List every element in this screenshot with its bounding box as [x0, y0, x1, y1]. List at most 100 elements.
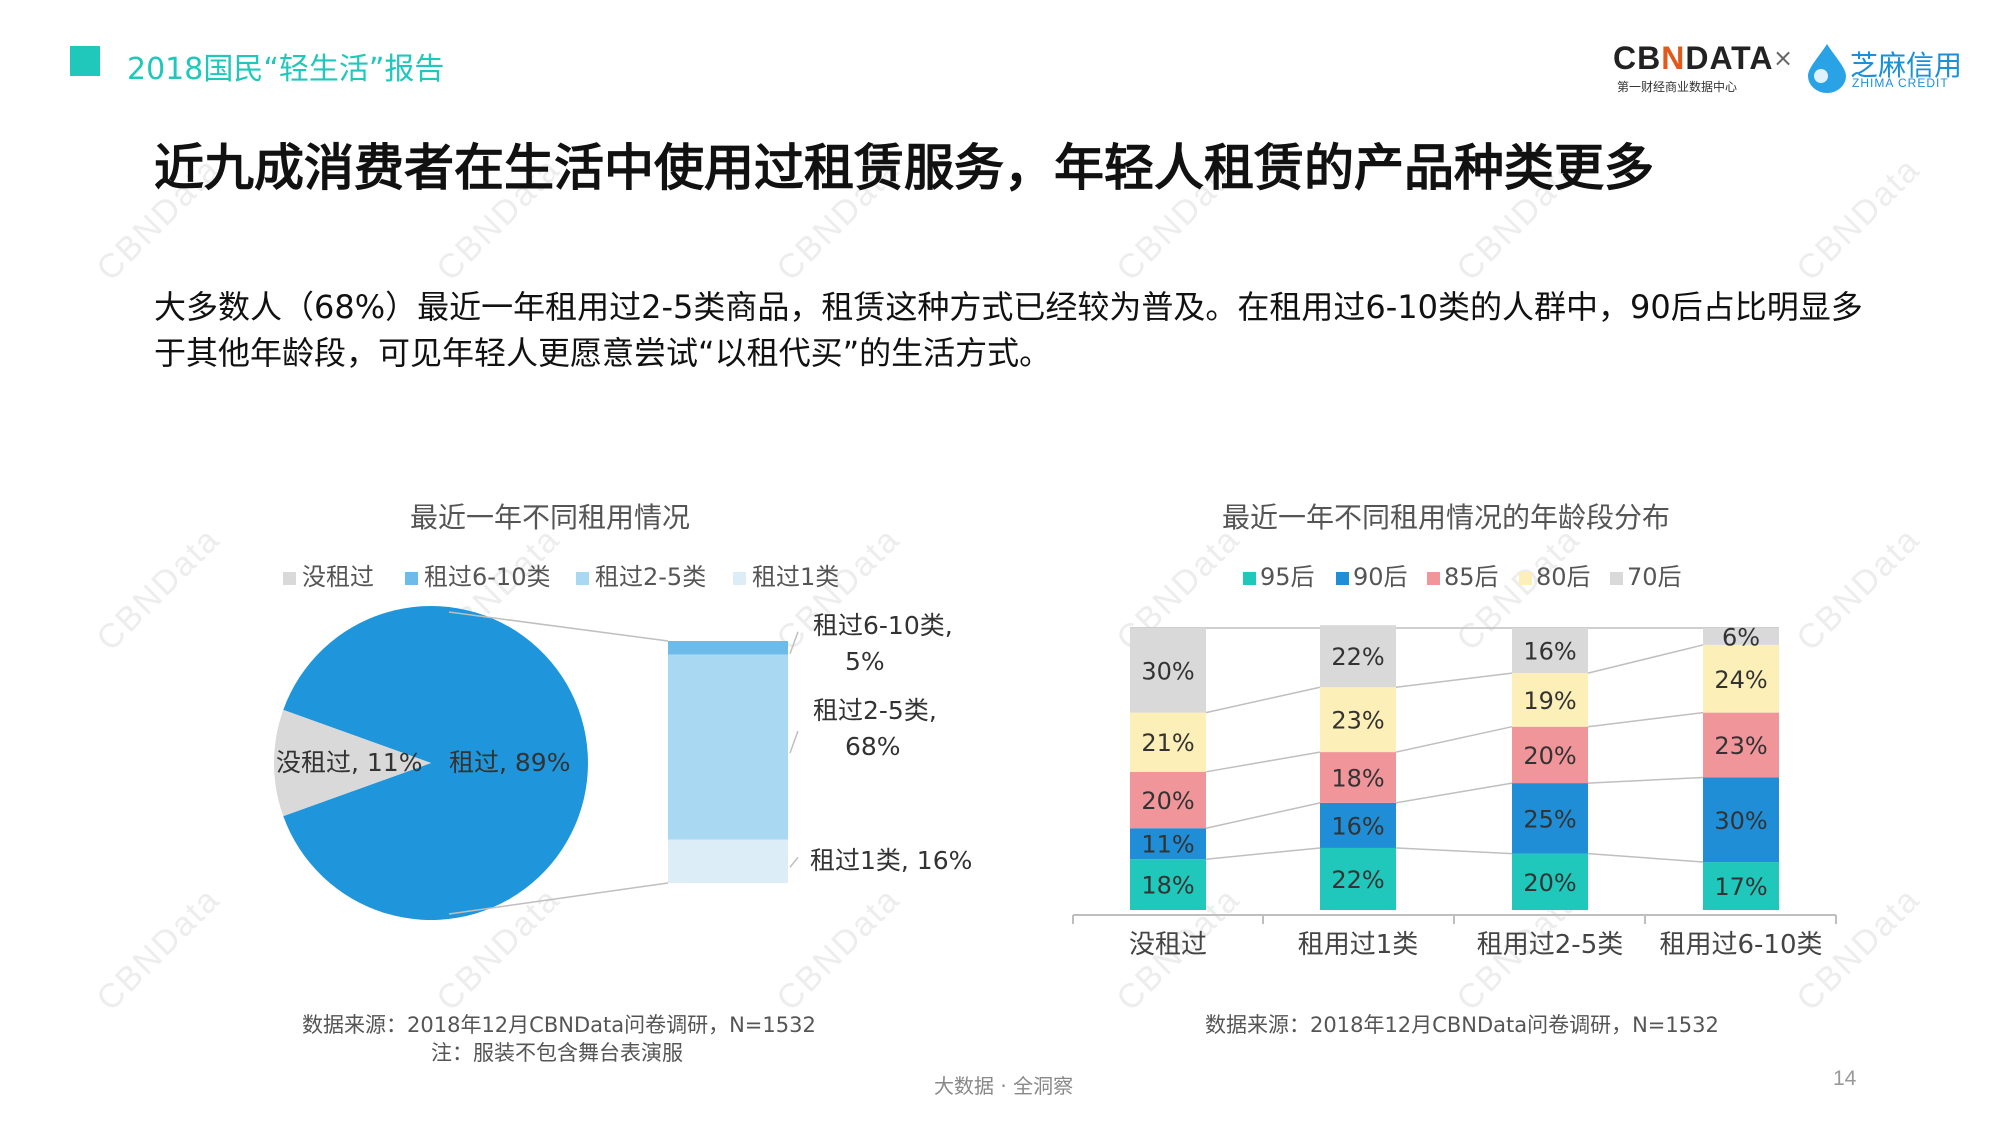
bar-value-label: 22% [1331, 643, 1384, 671]
series-connector-line [1587, 644, 1704, 674]
bar-value-label: 20% [1523, 742, 1576, 770]
legend-label: 95后 [1260, 563, 1315, 591]
breakdown-segment [668, 839, 788, 883]
legend-swatch [1519, 572, 1532, 585]
breakdown-label: 租过6-10类, [813, 611, 953, 640]
bar-segment [1130, 771, 1206, 829]
series-connector-line [1587, 852, 1704, 863]
legend-swatch [1427, 572, 1440, 585]
pie-label-rented: 租过, 89% [449, 748, 570, 777]
bar-value-label: 16% [1331, 812, 1384, 840]
bar-segment [1703, 712, 1779, 778]
left-chart-title: 最近一年不同租用情况 [410, 501, 691, 534]
series-connector-line [1205, 847, 1321, 860]
left-chart-note: 注：服装不包含舞台表演服 [431, 1041, 683, 1065]
breakdown-segment [668, 641, 788, 655]
series-connector-line [1395, 847, 1513, 855]
category-label: 没租过 [1129, 930, 1207, 960]
bar-value-label: 30% [1141, 657, 1194, 685]
series-connector-line [1205, 686, 1321, 714]
legend-label: 租过1类 [752, 563, 839, 591]
legend-swatch [1336, 572, 1349, 585]
legend-label: 租过2-5类 [595, 563, 706, 591]
bar-value-label: 25% [1523, 805, 1576, 833]
pie-slice-rented [283, 606, 588, 921]
bar-segment [1130, 828, 1206, 860]
page-number: 14 [1833, 1067, 1857, 1090]
breakdown-label: 租过1类, 16% [810, 846, 972, 875]
footer-slogan: 大数据 · 全洞察 [934, 1074, 1074, 1098]
breakdown-label: 5% [845, 647, 885, 676]
category-label: 租用过6-10类 [1659, 930, 1822, 960]
series-connector-line [1587, 711, 1704, 728]
bar-value-label: 30% [1714, 807, 1767, 835]
bar-value-label: 20% [1141, 787, 1194, 815]
bar-segment [1703, 862, 1779, 910]
bar-value-label: 23% [1714, 732, 1767, 760]
legend-swatch [405, 572, 418, 585]
bar-segment [1320, 752, 1396, 803]
bar-value-label: 6% [1722, 623, 1760, 651]
connector-line [448, 882, 669, 915]
right-chart-title: 最近一年不同租用情况的年龄段分布 [1222, 501, 1671, 534]
bar-value-label: 20% [1523, 869, 1576, 897]
bar-segment [1320, 802, 1396, 848]
bar-segment [1512, 783, 1588, 854]
legend-label: 80后 [1536, 563, 1591, 591]
bar-value-label: 18% [1141, 872, 1194, 900]
bar-segment [1512, 726, 1588, 784]
bar-segment [1130, 859, 1206, 910]
cbndata-logo-subtitle: 第一财经商业数据中心 [1617, 80, 1738, 94]
header-accent-square [70, 46, 100, 76]
pie-slice-not-rented [274, 709, 431, 817]
bar-segment [1703, 777, 1779, 863]
series-connector-line [1205, 751, 1321, 773]
breakdown-label: 租过2-5类, [813, 696, 937, 725]
bar-value-label: 17% [1714, 873, 1767, 901]
legend-swatch [283, 572, 296, 585]
series-connector-line [1395, 672, 1513, 688]
summary-text: 大多数人（68%）最近一年租用过2-5类商品，租赁这种方式已经较为普及。在租用过… [154, 288, 1863, 372]
legend-swatch [1243, 572, 1256, 585]
page-title: 近九成消费者在生活中使用过租赁服务，年轻人租赁的产品种类更多 [154, 139, 1654, 197]
category-label: 租用过1类 [1298, 930, 1419, 960]
legend-label: 85后 [1444, 563, 1499, 591]
left-data-source: 数据来源：2018年12月CBNData问卷调研，N=1532 [302, 1013, 816, 1037]
bar-segment [1703, 644, 1779, 713]
bar-value-label: 23% [1331, 707, 1384, 735]
pie-label-not-rented: 没租过, 11% [276, 748, 422, 777]
bar-segment [1512, 853, 1588, 910]
bar-segment [1130, 712, 1206, 772]
bar-segment [1703, 628, 1779, 645]
bar-segment [1130, 628, 1206, 713]
bar-segment [1320, 847, 1396, 910]
legend-label: 租过6-10类 [424, 563, 550, 591]
bar-value-label: 24% [1714, 666, 1767, 694]
breakdown-label: 68% [845, 732, 901, 761]
category-label: 租用过2-5类 [1477, 930, 1623, 960]
breakdown-segment [668, 654, 788, 840]
zhima-logo-text: 芝麻信用 [1850, 49, 1963, 82]
zhima-logo-subtitle: ZHIMA CREDIT [1852, 76, 1949, 90]
bar-value-label: 11% [1141, 831, 1194, 859]
series-connector-line [1205, 802, 1321, 829]
right-data-source: 数据来源：2018年12月CBNData问卷调研，N=1532 [1205, 1013, 1719, 1037]
zhima-drop-icon [1808, 44, 1846, 93]
bar-value-label: 18% [1331, 764, 1384, 792]
series-connector-line [1395, 782, 1513, 804]
bar-value-label: 16% [1523, 638, 1576, 666]
bar-value-label: 19% [1523, 687, 1576, 715]
bar-value-label: 22% [1331, 866, 1384, 894]
bar-value-label: 21% [1141, 729, 1194, 757]
legend-swatch [576, 572, 589, 585]
connector-line [448, 611, 669, 642]
bar-segment [1512, 628, 1588, 674]
logo-separator: × [1773, 44, 1794, 72]
report-title: 2018国民“轻生活”报告 [127, 52, 445, 87]
bar-segment [1320, 625, 1396, 688]
legend-swatch [1610, 572, 1623, 585]
legend-swatch [733, 572, 746, 585]
breakdown-leader [789, 730, 799, 754]
bar-segment [1512, 673, 1588, 727]
